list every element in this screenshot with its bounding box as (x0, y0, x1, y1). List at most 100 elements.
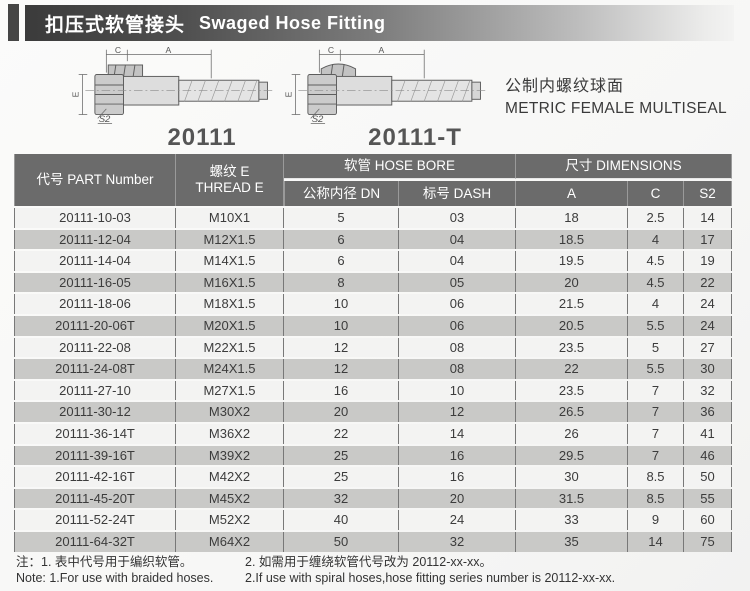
table-cell: 46 (684, 445, 733, 466)
table-cell: 29.5 (516, 445, 628, 466)
table-cell: 50 (684, 467, 733, 487)
table-cell: 23.5 (516, 337, 628, 358)
table-cell: 06 (399, 294, 516, 314)
table-cell: 26.5 (516, 402, 628, 422)
note-2-en: 2.If use with spiral hoses,hose fitting … (245, 571, 616, 585)
table-cell: 20111-45-20T (14, 488, 176, 509)
col-header-s2: S2 (684, 181, 733, 206)
table-row: 20111-39-16T M39X2 25 16 29.5 7 46 (14, 445, 733, 466)
table-cell: 5.5 (628, 315, 684, 336)
table-row: 20111-14-04 M14X1.5 6 04 19.5 4.5 19 (14, 251, 733, 271)
subtitle-en: METRIC FEMALE MULTISEAL (505, 100, 727, 117)
table-cell: 26 (516, 423, 628, 444)
dim-label-a: A (165, 45, 171, 55)
table-row: 20111-30-12 M30X2 20 12 26.5 7 36 (14, 402, 733, 422)
table-cell: 20.5 (516, 315, 628, 336)
table-row: 20111-45-20T M45X2 32 20 31.5 8.5 55 (14, 488, 733, 509)
col-header-c: C (628, 181, 684, 206)
table-cell: 08 (399, 337, 516, 358)
table-cell: 19 (684, 251, 733, 271)
dim-label-s2: S2 (99, 114, 111, 125)
page-title-en: Swaged Hose Fitting (199, 12, 386, 33)
table-cell: 8.5 (628, 467, 684, 487)
dim-label-a: A (378, 45, 384, 55)
table-cell: M52X2 (176, 510, 284, 530)
table-cell: 18 (516, 208, 628, 228)
table-row: 20111-12-04 M12X1.5 6 04 18.5 4 17 (14, 229, 733, 250)
table-cell: 20111-20-06T (14, 315, 176, 336)
dim-label-e: E (72, 91, 81, 97)
note-2-zh: 2. 如需用于缠绕软管代号改为 20112-xx-xx。 (245, 555, 493, 569)
table-cell: M14X1.5 (176, 251, 284, 271)
table-cell: 20111-42-16T (14, 467, 176, 487)
note-column-2: 2. 如需用于缠绕软管代号改为 20112-xx-xx。 2.If use wi… (245, 554, 615, 586)
table-cell: 16 (284, 380, 399, 401)
table-cell: 20111-27-10 (14, 380, 176, 401)
table-cell: 5 (628, 337, 684, 358)
table-cell: 31.5 (516, 488, 628, 509)
table-cell: M30X2 (176, 402, 284, 422)
table-cell: 5 (284, 208, 399, 228)
table-cell: 8 (284, 272, 399, 293)
table-cell: 08 (399, 359, 516, 379)
fitting-drawing-icon: C A (72, 45, 273, 125)
table-cell: 14 (399, 423, 516, 444)
table-cell: 20111-39-16T (14, 445, 176, 466)
table-cell: 20111-30-12 (14, 402, 176, 422)
table-cell: 14 (628, 531, 684, 552)
table-cell: 7 (628, 423, 684, 444)
col-header-dn: 公称内径 DN (284, 181, 399, 206)
table-cell: 03 (399, 208, 516, 228)
table-row: 20111-27-10 M27X1.5 16 10 23.5 7 32 (14, 380, 733, 401)
table-cell: 41 (684, 423, 733, 444)
table-cell: 10 (284, 315, 399, 336)
col-header-thread-en: THREAD E (195, 180, 264, 195)
table-cell: 7 (628, 445, 684, 466)
table-cell: 20111-52-24T (14, 510, 176, 530)
drawing-label-20111: 20111 (167, 124, 237, 151)
table-cell: M45X2 (176, 488, 284, 509)
table-cell: 16 (399, 467, 516, 487)
accent-bar (8, 4, 19, 41)
table-cell: 21.5 (516, 294, 628, 314)
note-1-en: Note: 1.For use with braided hoses. (16, 571, 214, 585)
table-cell: 22 (684, 272, 733, 293)
table-cell: 7 (628, 380, 684, 401)
table-cell: 04 (399, 251, 516, 271)
table-cell: 12 (399, 402, 516, 422)
table-cell: 18.5 (516, 229, 628, 250)
table-cell: 17 (684, 229, 733, 250)
product-subtitle: 公制内螺纹球面 METRIC FEMALE MULTISEAL (505, 72, 727, 118)
table-cell: 55 (684, 488, 733, 509)
table-cell: M10X1 (176, 208, 284, 228)
table-cell: 33 (516, 510, 628, 530)
table-cell: 06 (399, 315, 516, 336)
table-row: 20111-22-08 M22X1.5 12 08 23.5 5 27 (14, 337, 733, 358)
table-row: 20111-42-16T M42X2 25 16 30 8.5 50 (14, 467, 733, 487)
table-cell: 25 (284, 467, 399, 487)
table-cell: 30 (684, 359, 733, 379)
col-header-thread-zh: 螺纹 E (209, 164, 250, 180)
table-cell: 16 (399, 445, 516, 466)
table-cell: 32 (399, 531, 516, 552)
group-header-dimensions: 尺寸 DIMENSIONS (516, 154, 733, 179)
page-header: 扣压式软管接头 Swaged Hose Fitting (25, 5, 734, 41)
table-cell: 30 (516, 467, 628, 487)
note-column-1: 注：1. 表中代号用于编织软管。 Note: 1.For use with br… (16, 554, 213, 586)
table-cell: 24 (684, 294, 733, 314)
table-cell: 20111-14-04 (14, 251, 176, 271)
table-cell: 20111-18-06 (14, 294, 176, 314)
table-cell: 5.5 (628, 359, 684, 379)
table-cell: 4.5 (628, 251, 684, 271)
table-row: 20111-20-06T M20X1.5 10 06 20.5 5.5 24 (14, 315, 733, 336)
table-cell: 32 (684, 380, 733, 401)
table-cell: 6 (284, 251, 399, 271)
table-cell: 20111-16-05 (14, 272, 176, 293)
drawing-20111: C A (72, 44, 277, 152)
table-cell: 22 (516, 359, 628, 379)
drawing-20111-t: C A (285, 44, 490, 152)
table-cell: 20 (516, 272, 628, 293)
table-cell: 20111-64-32T (14, 531, 176, 552)
table-cell: 12 (284, 337, 399, 358)
table-cell: 20111-22-08 (14, 337, 176, 358)
